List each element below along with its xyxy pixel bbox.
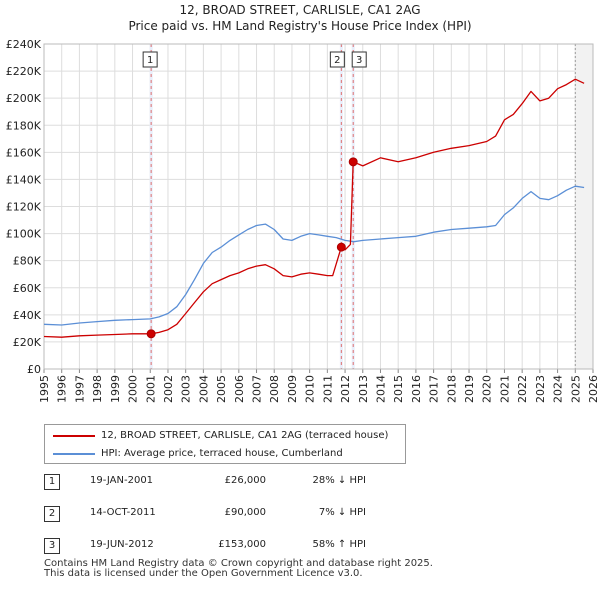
- sale-point: [336, 242, 346, 252]
- y-tick-label: £60K: [13, 282, 42, 295]
- property-line-swatch: [53, 435, 95, 437]
- chart-title: 12, BROAD STREET, CARLISLE, CA1 2AG: [179, 3, 420, 17]
- y-tick-label: £140K: [6, 173, 42, 186]
- y-tick-label: £20K: [13, 336, 42, 349]
- sale-row: 3 19-JUN-2012 £153,000 58% ↑ HPI: [44, 536, 444, 556]
- x-tick-label: 2008: [268, 375, 281, 403]
- y-tick-label: £240K: [6, 38, 42, 51]
- x-tick-label: 1998: [91, 375, 104, 403]
- y-tick-label: £120K: [6, 201, 42, 214]
- y-tick-label: £0: [27, 363, 41, 376]
- footer: Contains HM Land Registry data © Crown c…: [44, 559, 433, 579]
- footer-licence: This data is licensed under the Open Gov…: [44, 568, 363, 579]
- sale-label-box: [329, 51, 345, 68]
- sale-point: [146, 329, 156, 339]
- sale-price: £153,000: [218, 539, 266, 550]
- sale-label-text: 2: [334, 55, 340, 66]
- x-tick-label: 2009: [286, 375, 299, 403]
- x-tick-label: 2026: [587, 375, 600, 403]
- y-tick-label: £180K: [6, 119, 42, 132]
- chart-subtitle: Price paid vs. HM Land Registry's House …: [128, 19, 471, 33]
- sale-price: £26,000: [224, 475, 266, 486]
- x-tick-label: 2019: [463, 375, 476, 403]
- property-price-line: [43, 78, 585, 338]
- x-tick-label: 2017: [428, 375, 441, 403]
- y-tick-label: £200K: [6, 92, 42, 105]
- sale-number-badge: 3: [44, 538, 60, 554]
- sale-row: 1 19-JAN-2001 £26,000 28% ↓ HPI: [44, 472, 444, 492]
- axes: £0 £20K £40K £60K £80K £100K £120K £140K £160K £1…: [6, 38, 600, 403]
- sale-point: [348, 157, 358, 167]
- x-tick-label: 2006: [233, 375, 246, 403]
- x-tick-label: 1997: [73, 375, 86, 403]
- sale-markers: 1 2 3: [142, 51, 367, 339]
- x-tick-label: 2018: [445, 375, 458, 403]
- x-tick-label: 1999: [109, 375, 122, 403]
- x-tick-label: 2004: [197, 375, 210, 403]
- price-chart: 12, BROAD STREET, CARLISLE, CA1 2AG Pric…: [6, 3, 600, 403]
- sale-price: £90,000: [224, 507, 266, 518]
- x-tick-label: 2000: [127, 375, 140, 403]
- x-tick-label: 2014: [374, 375, 387, 403]
- sale-number-badge: 1: [44, 474, 60, 490]
- sale-date: 19-JAN-2001: [90, 475, 154, 486]
- sale-hpi-change: 28% ↓ HPI: [312, 475, 366, 486]
- sale-number-badge: 2: [44, 506, 60, 522]
- y-tick-label: £40K: [13, 309, 42, 322]
- sale-label-box: [142, 51, 158, 68]
- legend-label-hpi: HPI: Average price, terraced house, Cumb…: [101, 448, 343, 459]
- hpi-line-swatch: [53, 453, 95, 455]
- x-tick-label: 2010: [304, 375, 317, 403]
- x-tick-label: 2011: [321, 375, 334, 403]
- x-tick-label: 2021: [498, 375, 511, 403]
- x-tick-label: 2002: [162, 375, 175, 403]
- x-tick-label: 2001: [144, 375, 157, 403]
- footer-copyright: Contains HM Land Registry data © Crown c…: [44, 558, 433, 569]
- x-tick-label: 2016: [410, 375, 423, 403]
- x-tick-label: 2015: [392, 375, 405, 403]
- sale-date: 14-OCT-2011: [90, 507, 156, 518]
- sale-label-text: 3: [356, 55, 362, 66]
- y-tick-label: £80K: [13, 255, 42, 268]
- x-tick-label: 1996: [56, 375, 69, 403]
- x-tick-label: 2024: [552, 375, 565, 403]
- y-tick-label: £160K: [6, 146, 42, 159]
- legend: 12, BROAD STREET, CARLISLE, CA1 2AG (ter…: [44, 424, 406, 464]
- sale-label-box: [351, 51, 367, 68]
- y-tick-label: £220K: [6, 65, 42, 78]
- sale-row: 2 14-OCT-2011 £90,000 7% ↓ HPI: [44, 504, 444, 524]
- x-tick-label: 2023: [534, 375, 547, 403]
- x-tick-label: 2020: [481, 375, 494, 403]
- x-tick-label: 2007: [251, 375, 264, 403]
- sale-hpi-change: 7% ↓ HPI: [318, 507, 366, 518]
- hpi-line: [43, 185, 585, 326]
- x-tick-label: 2025: [569, 375, 582, 403]
- x-tick-label: 2012: [339, 375, 352, 403]
- sale-date: 19-JUN-2012: [90, 539, 154, 550]
- x-tick-label: 2005: [215, 375, 228, 403]
- plot-frame: [43, 43, 594, 370]
- series: [43, 78, 585, 338]
- projection-region: [575, 44, 593, 369]
- legend-label-property: 12, BROAD STREET, CARLISLE, CA1 2AG (ter…: [101, 430, 389, 441]
- sale-hpi-change: 58% ↑ HPI: [312, 539, 366, 550]
- y-tick-label: £100K: [6, 228, 42, 241]
- sale-highlight-bands: [149, 44, 593, 369]
- x-tick-label: 1995: [38, 375, 51, 403]
- x-tick-label: 2013: [357, 375, 370, 403]
- x-tick-label: 2022: [516, 375, 529, 403]
- sale-label-text: 1: [147, 55, 153, 66]
- x-tick-label: 2003: [180, 375, 193, 403]
